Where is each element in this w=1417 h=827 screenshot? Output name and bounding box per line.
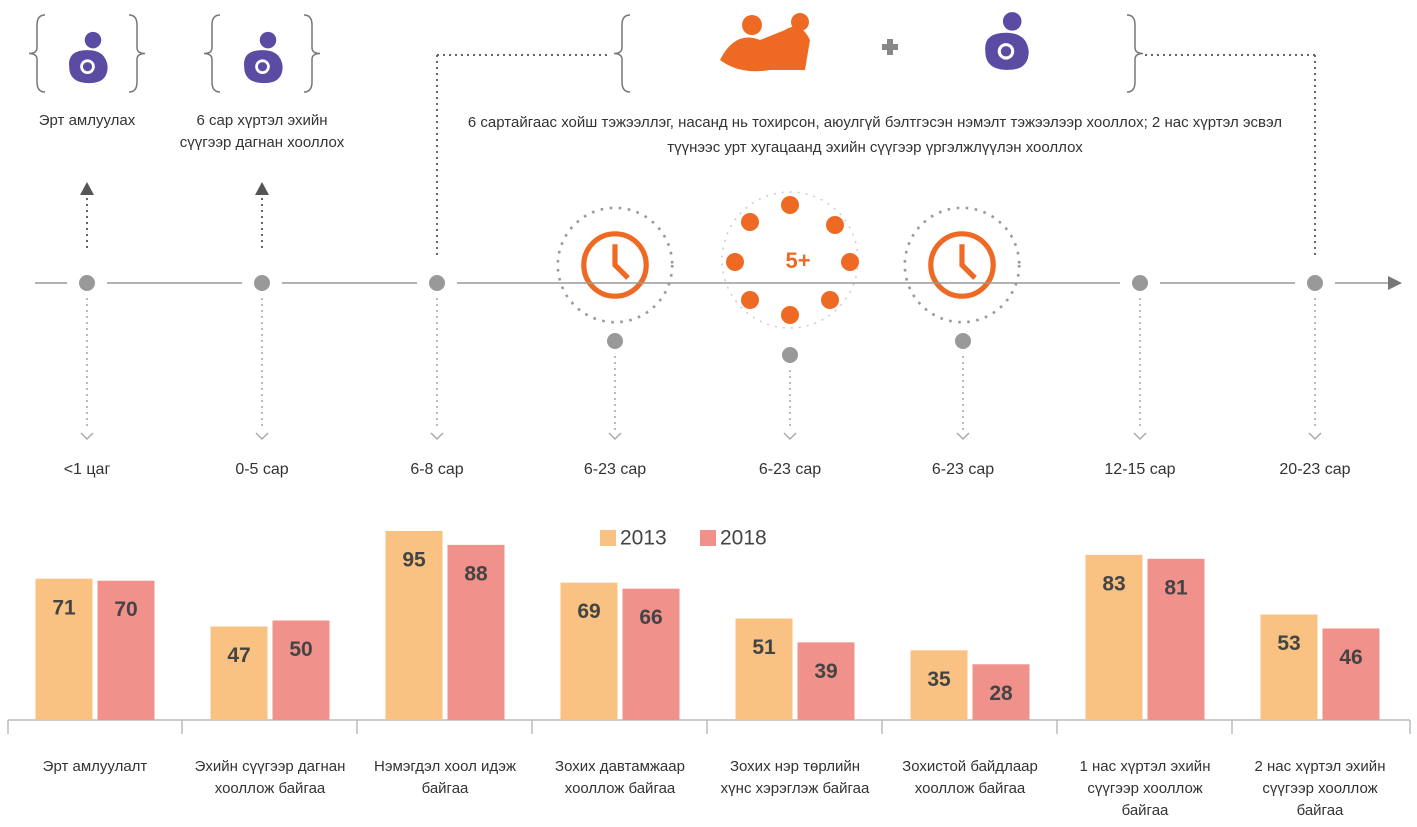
brace bbox=[204, 15, 220, 92]
timeline-dot bbox=[607, 333, 623, 349]
timeline-dot bbox=[429, 275, 445, 291]
chevron bbox=[957, 433, 969, 439]
timeline-dot bbox=[1132, 275, 1148, 291]
timeline-label: 6-23 сар bbox=[555, 459, 675, 481]
up-arrow bbox=[255, 182, 269, 195]
timeline-label: 12-15 сар bbox=[1080, 459, 1200, 481]
legend-label: 2013 bbox=[620, 527, 667, 550]
x-tick-label: Эхийн сүүгээр дагнан хооллож байгаа bbox=[190, 756, 350, 800]
data-label: 50 bbox=[289, 638, 312, 661]
data-label: 46 bbox=[1339, 646, 1362, 669]
timeline-label: <1 цаг bbox=[27, 459, 147, 481]
timeline-dot bbox=[254, 275, 270, 291]
timeline-label: 6-8 сар bbox=[377, 459, 497, 481]
x-tick-label: Эрт амлуулалт bbox=[15, 756, 175, 778]
svg-text:5+: 5+ bbox=[785, 248, 810, 273]
data-label: 28 bbox=[989, 682, 1013, 705]
bar bbox=[211, 626, 268, 720]
legend-swatch bbox=[600, 530, 616, 546]
data-label: 53 bbox=[1277, 632, 1300, 655]
data-label: 35 bbox=[927, 668, 951, 691]
icons: 5+ bbox=[69, 12, 1029, 328]
x-tick-label: 1 нас хүртэл эхийн сүүгээр хооллож байга… bbox=[1065, 756, 1225, 822]
data-label: 83 bbox=[1102, 572, 1125, 595]
data-label: 47 bbox=[227, 644, 250, 667]
brace bbox=[614, 15, 630, 92]
timeline-arrow bbox=[1388, 276, 1402, 290]
chevron bbox=[1134, 433, 1146, 439]
timeline-label: 6-23 сар bbox=[903, 459, 1023, 481]
timeline-label: 6-23 сар bbox=[730, 459, 850, 481]
chevron bbox=[609, 433, 621, 439]
up-arrow bbox=[80, 182, 94, 195]
brace bbox=[129, 15, 145, 92]
chevron bbox=[81, 433, 93, 439]
chevron bbox=[784, 433, 796, 439]
x-tick-label: Зохистой байдлаар хооллож байгаа bbox=[890, 756, 1050, 800]
chevron bbox=[256, 433, 268, 439]
timeline-dot bbox=[1307, 275, 1323, 291]
caption: 6 сартайгаас хойш тэжээллэг, насанд нь т… bbox=[455, 110, 1295, 160]
chevron bbox=[1309, 433, 1321, 439]
data-label: 39 bbox=[814, 660, 837, 683]
top-label: 6 сар хүртэл эхийн сүүгээр дагнан хоолло… bbox=[172, 110, 352, 154]
bar bbox=[273, 621, 330, 721]
timeline-label: 0-5 сар bbox=[202, 459, 322, 481]
bar bbox=[1323, 628, 1380, 720]
data-label: 69 bbox=[577, 600, 600, 623]
data-label: 66 bbox=[639, 606, 662, 629]
timeline-dot bbox=[782, 347, 798, 363]
x-tick-label: 2 нас хүртэл эхийн сүүгээр хооллож байга… bbox=[1240, 756, 1400, 822]
bar bbox=[1261, 615, 1318, 720]
brace bbox=[1127, 15, 1143, 92]
timeline-dot bbox=[79, 275, 95, 291]
data-label: 81 bbox=[1164, 576, 1188, 599]
legend-swatch bbox=[700, 530, 716, 546]
legend-label: 2018 bbox=[720, 527, 767, 550]
bar bbox=[736, 619, 793, 720]
x-tick-label: Нэмэгдэл хоол идэж байгаа bbox=[365, 756, 525, 800]
data-label: 88 bbox=[464, 562, 488, 585]
x-tick-label: Зохих давтамжаар хооллож байгаа bbox=[540, 756, 700, 800]
brace bbox=[304, 15, 320, 92]
infographic: 5+ 71 70 47 50 95 88 69 66 51 39 35 28 83 81 53 46 2013 2… bbox=[0, 0, 1417, 827]
chevron bbox=[431, 433, 443, 439]
data-label: 70 bbox=[114, 598, 137, 621]
brace bbox=[29, 15, 45, 92]
top-label: Эрт амлуулах bbox=[17, 110, 157, 132]
timeline-dot bbox=[955, 333, 971, 349]
x-tick-label: Зохих нэр төрлийн хүнс хэрэглэж байгаа bbox=[715, 756, 875, 800]
data-label: 71 bbox=[52, 596, 76, 619]
data-label: 95 bbox=[402, 548, 426, 571]
timeline-label: 20-23 сар bbox=[1255, 459, 1375, 481]
data-label: 51 bbox=[752, 636, 776, 659]
